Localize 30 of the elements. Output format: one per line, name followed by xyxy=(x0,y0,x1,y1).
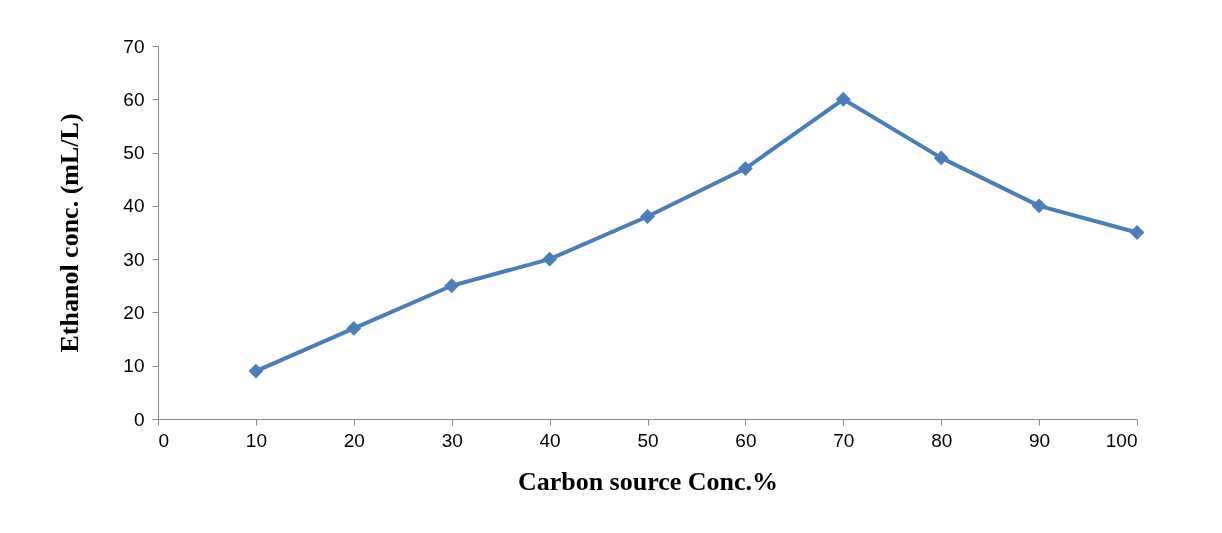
x-tick-label: 70 xyxy=(833,429,855,451)
point xyxy=(640,209,655,224)
point xyxy=(542,251,558,267)
x-tick-label: 10 xyxy=(245,429,267,451)
x-tick-label: 60 xyxy=(735,429,757,451)
y-tick-label: 0 xyxy=(133,408,145,430)
x-tick-label: 100 xyxy=(1105,429,1138,451)
point xyxy=(933,150,949,166)
x-tick-label: 30 xyxy=(441,429,463,451)
x-tick-label: 20 xyxy=(343,429,365,451)
y-tick-label: 30 xyxy=(123,248,145,270)
point xyxy=(248,363,264,379)
point xyxy=(737,161,753,176)
point xyxy=(1031,198,1047,214)
x-axis-title: Carbon source Conc.% xyxy=(517,466,779,496)
y-tick-label: 70 xyxy=(123,35,145,57)
y-tick-label: 50 xyxy=(123,142,145,164)
y-tick-label: 10 xyxy=(123,355,145,377)
x-tick-label: 50 xyxy=(637,429,659,451)
y-tick-label: 20 xyxy=(123,301,145,323)
x-tick-label: 80 xyxy=(931,429,953,451)
x-tick-label: 0 xyxy=(158,429,170,451)
y-axis-title: Ethanol conc. (mL/L) xyxy=(55,113,85,353)
x-tick-label: 40 xyxy=(539,429,561,451)
point xyxy=(835,91,851,107)
y-tick-label: 60 xyxy=(123,88,145,110)
y-tick-label: 40 xyxy=(123,195,145,217)
point xyxy=(444,278,460,294)
point xyxy=(346,321,362,336)
x-tick-label: 90 xyxy=(1029,429,1051,451)
